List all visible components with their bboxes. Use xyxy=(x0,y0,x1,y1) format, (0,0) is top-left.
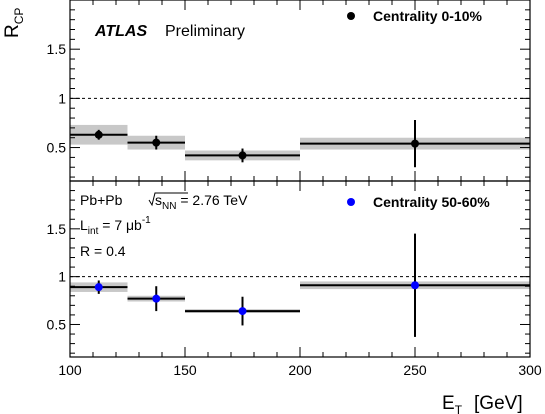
data-point xyxy=(411,281,419,290)
y-tick-label: 0.5 xyxy=(47,316,67,332)
x-tick-label: 150 xyxy=(173,362,197,378)
x-tick-label: 200 xyxy=(288,362,312,378)
y-axis-title: RCP xyxy=(2,8,26,38)
y-tick-label: 1.5 xyxy=(47,221,67,237)
atlas-label: ATLAS xyxy=(94,23,147,40)
panel-1: 0.5 1 1.5 Centrality 50-60% xyxy=(47,180,531,358)
lumi-value: = 7 μb xyxy=(98,217,142,233)
energy-sub: NN xyxy=(162,201,176,212)
luminosity-label: Lint = 7 μb-1 xyxy=(80,215,151,237)
data-point xyxy=(152,138,161,147)
y-tick-label: 1 xyxy=(58,90,66,106)
data-point xyxy=(238,151,247,160)
data-point xyxy=(411,139,419,148)
collision-system: Pb+Pb xyxy=(80,192,123,208)
preliminary-label: Preliminary xyxy=(165,23,245,40)
panel-0: 0.5 1 1.5 Centrality 0-10% xyxy=(47,0,531,182)
x-tick-label: 250 xyxy=(403,362,427,378)
sqrt-symbol xyxy=(148,192,188,207)
panels-layer: 0.5 1 1.5 Centrality 0-10% 0.5 1 1.5 Centrality… xyxy=(47,0,531,358)
lumi-sup: -1 xyxy=(142,215,151,226)
x-axis-title-unit: [GeV] xyxy=(474,393,523,414)
data-point xyxy=(94,130,103,139)
data-point xyxy=(238,307,247,316)
energy-pre: s xyxy=(155,192,162,208)
y-axis-title-sub: CP xyxy=(12,8,26,25)
x-tick-label: 300 xyxy=(518,362,542,378)
data-point xyxy=(152,294,161,303)
legend-label: Centrality 0-10% xyxy=(373,8,482,24)
x-axis-title-main: E xyxy=(442,393,455,414)
energy-label: sNN = 2.76 TeV xyxy=(155,192,248,212)
legend-label: Centrality 50-60% xyxy=(373,194,490,210)
y-tick-label: 1.5 xyxy=(47,41,67,57)
x-ticks-layer: 100 150 200 250 300 xyxy=(58,362,542,378)
x-tick-label: 100 xyxy=(58,362,82,378)
x-axis-title: ET [GeV] xyxy=(442,393,523,414)
lumi-main: L xyxy=(80,217,88,233)
x-axis-title-sub: T xyxy=(455,403,463,414)
lumi-sub: int xyxy=(88,226,99,237)
data-point xyxy=(94,283,103,292)
y-tick-label: 0.5 xyxy=(47,140,67,156)
y-tick-label: 1 xyxy=(58,269,66,285)
legend-marker xyxy=(347,12,355,20)
energy-post: = 2.76 TeV xyxy=(176,192,248,208)
legend-marker xyxy=(347,198,355,206)
y-axis-title-main: R xyxy=(2,24,23,38)
jet-radius-label: R = 0.4 xyxy=(80,243,126,259)
panel-frame xyxy=(69,180,531,358)
